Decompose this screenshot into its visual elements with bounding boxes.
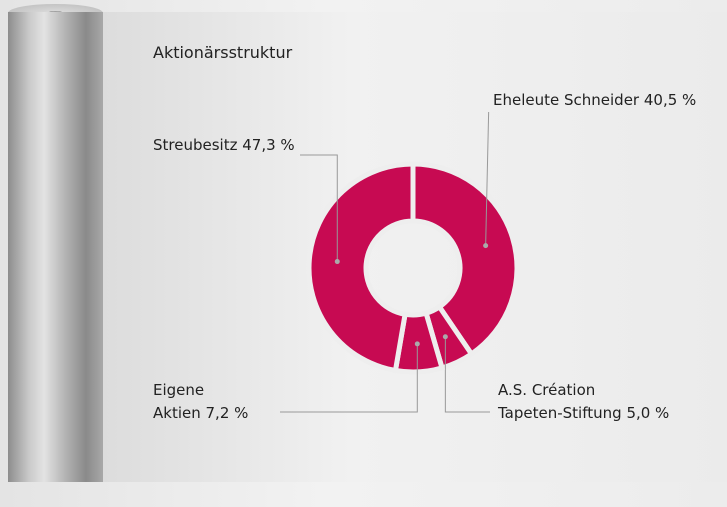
- slice-label: Eigene Aktien 7,2 %: [153, 379, 248, 425]
- chart: [0, 0, 727, 507]
- slice: [309, 164, 413, 371]
- value-label: 47,3 %: [242, 136, 294, 154]
- value-label: 7,2 %: [206, 404, 249, 422]
- chart-title: Aktionärsstruktur: [153, 43, 292, 62]
- leader-dot: [335, 259, 340, 264]
- value-label: 40,5 %: [644, 91, 696, 109]
- category-label: Streubesitz: [153, 136, 237, 154]
- leader-dot: [415, 341, 420, 346]
- slice-label: Streubesitz 47,3 %: [153, 134, 295, 157]
- category-label: Eigene Aktien: [153, 381, 204, 422]
- slice-label: A.S. Création Tapeten-Stiftung 5,0 %: [498, 379, 669, 425]
- leader-dot: [443, 334, 448, 339]
- category-label: Eheleute Schneider: [493, 91, 639, 109]
- category-label: A.S. Création Tapeten-Stiftung: [498, 381, 622, 422]
- value-label: 5,0 %: [626, 404, 669, 422]
- page: Aktionärsstruktur Eheleute Schneider 40,…: [0, 0, 727, 507]
- slice-label: Eheleute Schneider 40,5 %: [493, 89, 696, 112]
- leader-dot: [483, 243, 488, 248]
